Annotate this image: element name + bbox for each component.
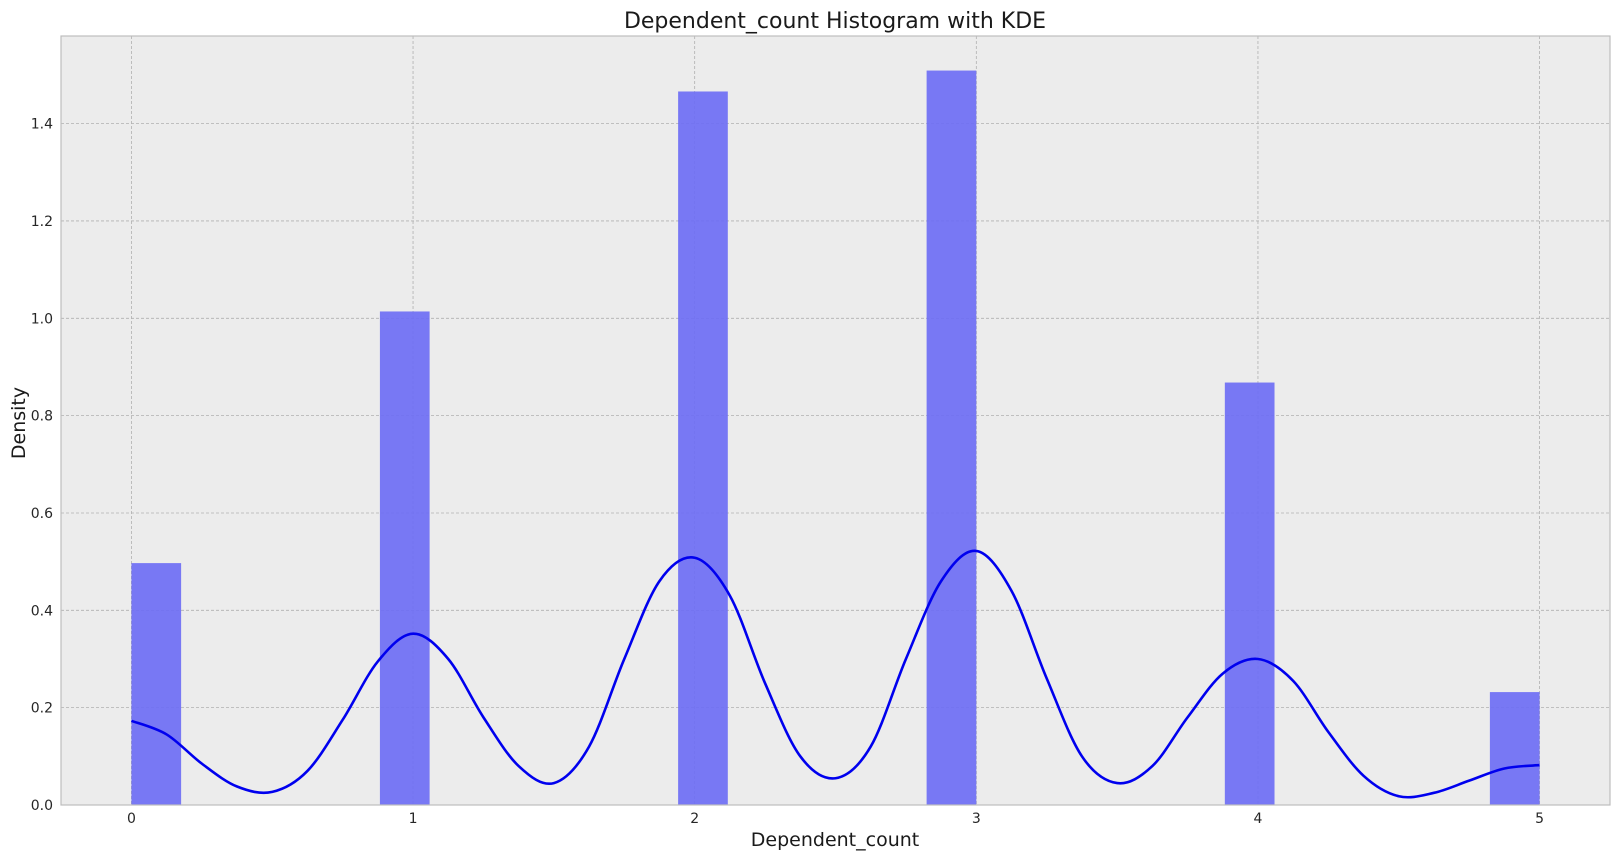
- histogram-bar-2: [678, 91, 728, 806]
- x-tick-label-5: 5: [1535, 811, 1544, 827]
- x-tick-label-2: 2: [690, 811, 699, 827]
- x-tick-label-4: 4: [1253, 811, 1262, 827]
- histogram-bar-4: [1224, 382, 1275, 805]
- plot-frame: [60, 35, 1611, 806]
- y-tick-label-4: 0.8: [31, 409, 53, 425]
- y-tick-label-7: 1.4: [31, 117, 53, 133]
- y-tick-label-3: 0.6: [31, 506, 53, 522]
- histogram-bar-3: [926, 70, 977, 805]
- histogram-bar-0: [131, 563, 182, 805]
- plot-area: [61, 36, 1610, 805]
- y-tick-label-2: 0.4: [31, 603, 53, 619]
- x-tick-label-0: 0: [127, 811, 136, 827]
- y-axis-label: Density: [8, 387, 30, 459]
- x-axis-label: Dependent_count: [751, 829, 919, 851]
- x-tick-label-3: 3: [972, 811, 981, 827]
- chart-title: Dependent_count Histogram with KDE: [624, 9, 1046, 34]
- kde-line: [130, 549, 1540, 799]
- histogram-bar-5: [1489, 692, 1540, 805]
- y-tick-label-1: 0.2: [31, 701, 53, 717]
- x-tick-label-1: 1: [409, 811, 418, 827]
- y-tick-label-5: 1.0: [31, 311, 53, 327]
- y-tick-label-6: 1.2: [31, 214, 53, 230]
- y-tick-label-0: 0.0: [31, 798, 53, 814]
- histogram-bar-1: [379, 311, 430, 805]
